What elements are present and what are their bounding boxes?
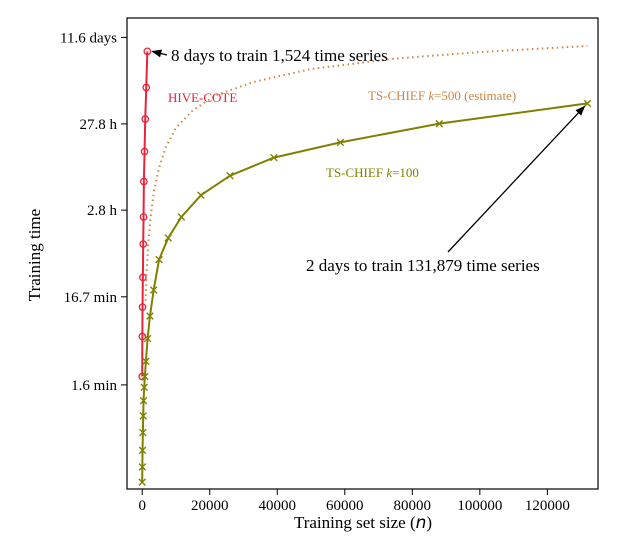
y-axis-label: Training time <box>25 209 44 301</box>
series-label-prefix: TS-CHIEF <box>326 165 386 180</box>
series-point-0 <box>138 303 147 311</box>
x-axis-label-text: Training set size ( <box>294 513 416 532</box>
y-tick-label: 1.6 min <box>71 378 117 394</box>
series-point-1 <box>141 372 149 381</box>
y-axis-ticks: 1.6 min 16.7 min 2.8 h 27.8 h 11.6 days <box>60 30 127 394</box>
series-point-1 <box>146 312 154 320</box>
series-point-1 <box>138 463 147 471</box>
series-point-1 <box>140 383 149 392</box>
plot-frame <box>126 17 599 490</box>
annotation-arrow-2 <box>447 105 586 253</box>
x-tick-label: 20000 <box>191 498 229 514</box>
series-point-0 <box>139 273 147 282</box>
series-point-0 <box>140 177 148 186</box>
series-point-1 <box>139 428 147 437</box>
series-point-1 <box>138 446 147 455</box>
series-label-suffix: =500 (estimate) <box>434 88 516 103</box>
series-point-0 <box>139 213 148 221</box>
x-axis-label: Training set size (n) <box>294 513 432 533</box>
series-point-1 <box>435 119 444 128</box>
series-point-1 <box>155 255 163 264</box>
series-point-0 <box>141 115 150 123</box>
series-line-0 <box>141 51 149 377</box>
series-label-prefix: HIVE-COTE <box>168 90 237 105</box>
series-line-1 <box>141 102 588 483</box>
x-tick-label: 80000 <box>394 498 432 514</box>
series-label-prefix: TS-CHIEF <box>368 88 428 103</box>
series-point-1 <box>149 286 158 294</box>
series-label-var: k <box>428 88 434 103</box>
x-tick-label: 60000 <box>326 498 364 514</box>
series-point-0 <box>142 83 151 92</box>
y-tick-label: 11.6 days <box>60 30 117 46</box>
series-label-1: TS-CHIEF k=100 <box>326 165 419 180</box>
y-tick-label: 27.8 h <box>80 117 118 133</box>
series-point-1 <box>142 357 150 366</box>
x-tick-label: 0 <box>138 498 146 514</box>
series-label-2: TS-CHIEF k=500 (estimate) <box>368 88 516 103</box>
series-point-0 <box>139 240 148 248</box>
series-point-1 <box>197 191 205 199</box>
x-axis-ticks: 0 20000 40000 60000 80000 100000 120000 <box>138 489 570 514</box>
series-point-1 <box>164 234 172 242</box>
y-tick-label: 2.8 h <box>87 203 118 219</box>
series-point-1 <box>143 334 152 343</box>
series-label-0: HIVE-COTE <box>168 90 237 105</box>
series-point-1 <box>139 412 148 420</box>
series-point-1 <box>226 171 234 180</box>
series-label-var: k <box>386 165 392 180</box>
y-tick-label: 16.7 min <box>64 290 118 306</box>
series-point-0 <box>143 47 152 56</box>
x-tick-label: 100000 <box>457 498 502 514</box>
x-axis-label-var: n <box>416 513 427 533</box>
x-axis-label-close: ) <box>426 513 432 532</box>
series-point-1 <box>139 396 148 405</box>
annotation-arrow-1 <box>151 49 168 58</box>
series-point-1 <box>138 478 146 486</box>
series-point-1 <box>270 153 278 162</box>
annotation-text-2: 2 days to train 131,879 time series <box>306 256 540 275</box>
annotations: 8 days to train 1,524 time series 2 days … <box>151 46 586 275</box>
series-label-suffix: =100 <box>392 165 419 180</box>
series-point-1 <box>583 99 592 108</box>
annotation-text-1: 8 days to train 1,524 time series <box>171 46 388 65</box>
series-point-0 <box>140 147 149 156</box>
x-tick-label: 40000 <box>258 498 296 514</box>
series-point-1 <box>336 138 345 147</box>
x-tick-label: 120000 <box>525 498 570 514</box>
series-point-1 <box>177 213 186 221</box>
